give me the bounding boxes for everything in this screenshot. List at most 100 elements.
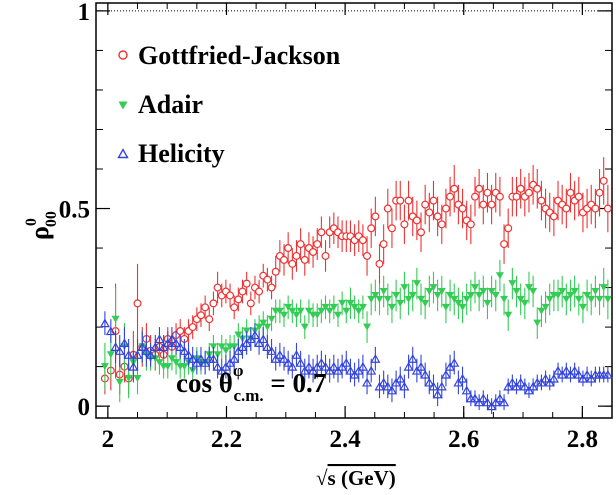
data-point — [317, 307, 326, 315]
legend: Gottfried-Jackson Adair Helicity — [117, 41, 341, 168]
data-point — [263, 323, 272, 331]
data-point — [595, 188, 604, 197]
data-point — [386, 385, 397, 395]
data-point — [404, 196, 413, 205]
data-point — [303, 361, 314, 371]
data-point — [392, 291, 401, 299]
data-point — [280, 311, 289, 319]
data-point — [300, 255, 309, 264]
data-point — [400, 284, 409, 292]
data-point — [429, 284, 438, 292]
data-point — [274, 350, 285, 359]
data-point — [429, 196, 438, 205]
data-point — [362, 377, 373, 387]
data-point — [234, 295, 243, 304]
data-point — [433, 212, 442, 221]
data-point — [238, 287, 247, 296]
data-point — [363, 323, 372, 331]
x-axis-title: √s (GeV) — [316, 466, 396, 490]
data-point — [262, 342, 273, 351]
data-point — [284, 303, 293, 311]
data-point — [288, 259, 297, 268]
data-point — [358, 236, 367, 245]
data-point — [375, 259, 384, 268]
data-point — [450, 184, 459, 193]
data-point — [346, 299, 355, 307]
data-point — [483, 188, 492, 197]
data-point — [602, 369, 613, 379]
data-point — [383, 295, 392, 303]
annotation-prefix: cos θ — [176, 368, 233, 398]
data-point — [403, 361, 414, 371]
data-point — [196, 311, 205, 320]
data-point — [179, 346, 190, 355]
data-point — [370, 354, 381, 363]
data-point — [242, 279, 251, 288]
legend-label-gottfried-jackson: Gottfried-Jackson — [138, 41, 341, 70]
data-point — [296, 307, 305, 315]
data-point — [208, 354, 219, 363]
data-point — [441, 303, 450, 311]
data-point — [469, 393, 481, 403]
data-point — [183, 350, 194, 359]
data-point — [132, 350, 143, 359]
data-point — [288, 307, 297, 315]
data-point — [421, 299, 430, 307]
data-point — [570, 288, 579, 296]
legend-marker-gottfried-jackson — [118, 50, 128, 60]
data-point — [417, 228, 426, 237]
data-point — [558, 288, 567, 296]
data-point — [284, 244, 293, 253]
data-point — [345, 365, 356, 375]
data-point — [123, 350, 134, 359]
y-axis-sup: 0 — [23, 218, 40, 226]
data-point — [378, 377, 389, 387]
data-point — [328, 361, 339, 371]
data-point — [141, 346, 152, 355]
data-point — [133, 299, 142, 308]
legend-marker-helicity — [117, 148, 129, 159]
data-point — [437, 220, 446, 229]
data-point — [562, 295, 571, 303]
data-point — [278, 354, 290, 363]
data-point — [529, 288, 538, 296]
data-point — [357, 361, 368, 371]
data-point — [441, 204, 450, 213]
data-point — [548, 373, 559, 383]
data-point — [425, 208, 434, 217]
data-point — [329, 303, 338, 311]
data-point — [424, 377, 435, 387]
data-point — [554, 291, 563, 299]
data-point — [395, 373, 406, 383]
data-point — [387, 224, 396, 233]
y-tick-label: 1 — [78, 0, 91, 26]
data-point — [230, 303, 239, 312]
data-point — [154, 334, 165, 344]
data-point — [449, 357, 460, 367]
data-point — [566, 188, 575, 197]
data-point — [195, 354, 207, 363]
data-point — [213, 283, 222, 292]
data-point — [100, 363, 109, 371]
data-point — [421, 200, 430, 209]
data-point — [578, 303, 587, 311]
data-point — [259, 319, 268, 327]
data-point — [524, 188, 533, 197]
data-point — [317, 228, 326, 237]
data-point — [603, 295, 612, 303]
series-helicity — [99, 311, 613, 415]
data-point — [412, 280, 421, 288]
legend-label-helicity: Helicity — [138, 139, 225, 168]
data-point — [507, 377, 518, 387]
data-point — [519, 381, 530, 391]
data-point — [292, 251, 301, 260]
data-point — [188, 323, 197, 332]
data-point — [475, 291, 484, 299]
data-point — [461, 385, 472, 395]
data-point — [226, 291, 235, 300]
x-tick-label: 2.8 — [567, 426, 598, 453]
data-point — [500, 240, 509, 249]
data-point — [167, 355, 176, 363]
data-point — [229, 354, 240, 363]
